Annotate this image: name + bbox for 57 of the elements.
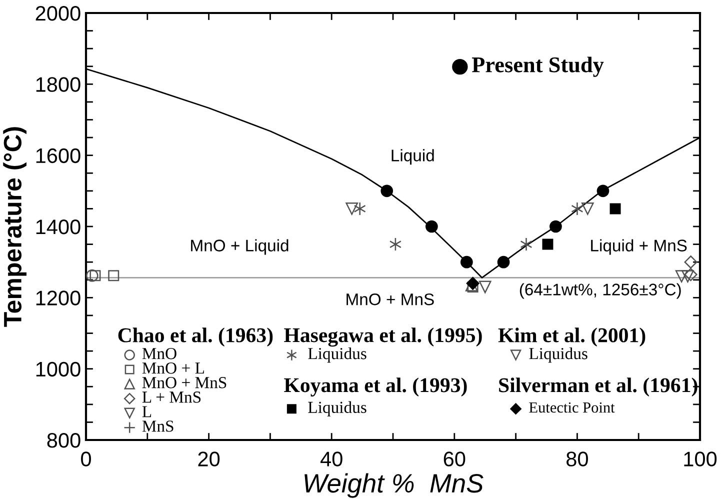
- annotation: Silverman et al. (1961): [499, 378, 698, 396]
- point: [520, 237, 532, 252]
- annotation: Hasegawa et al. (1995): [284, 328, 482, 347]
- point: [460, 256, 473, 268]
- point: [581, 202, 594, 215]
- point: [426, 220, 438, 233]
- legend-label: Liquidus: [308, 401, 366, 416]
- x-tick-label: 80: [566, 452, 588, 466]
- y-tick-label: 1400: [36, 220, 80, 234]
- point: [542, 238, 554, 250]
- y-axis-title: Temperature (°C): [3, 127, 26, 327]
- legend-label: Present Study: [472, 56, 604, 77]
- y-tick-label: 1200: [36, 290, 80, 306]
- annotation: (64±1wt%, 1256±3°C): [520, 283, 681, 299]
- point: [682, 270, 694, 282]
- point: [684, 268, 698, 282]
- x-tick-label: 20: [198, 452, 220, 466]
- point: [108, 270, 120, 282]
- x-tick-label: 100: [684, 452, 717, 466]
- x-tick-label: 0: [81, 452, 91, 466]
- legend-label: Liquidus: [529, 347, 588, 363]
- y-tick-label: 2000: [36, 6, 80, 21]
- legend-label: Eutectic Point: [529, 402, 615, 413]
- point: [684, 256, 698, 269]
- legend-label: Liquidus: [308, 347, 366, 363]
- point: [596, 184, 610, 198]
- legend-label: MnO + MnS: [142, 377, 226, 388]
- annotation: Kim et al. (2001): [498, 328, 646, 347]
- x-tick-label: 60: [444, 452, 466, 466]
- legend-label: L: [142, 406, 152, 418]
- annotation: Liquid: [392, 149, 434, 165]
- legend-label: MnO + L: [142, 362, 204, 374]
- x-tick-label: 40: [320, 452, 342, 466]
- point: [478, 280, 492, 294]
- point: [550, 220, 562, 233]
- legend-label: MnO: [142, 348, 176, 360]
- point: [610, 203, 621, 214]
- point: [497, 256, 510, 268]
- point: [675, 270, 688, 282]
- point: [571, 202, 584, 216]
- annotation: MnO + Liquid: [191, 239, 288, 255]
- annotation: Koyama et al. (1993): [284, 378, 467, 397]
- y-tick-label: 800: [47, 433, 80, 448]
- y-tick-label: 1000: [36, 362, 80, 377]
- legend-label: MnS: [142, 420, 174, 432]
- x-axis-title: Weight % MnS: [304, 473, 484, 498]
- point: [380, 184, 394, 198]
- point: [86, 269, 98, 282]
- y-tick-label: 1600: [36, 148, 80, 164]
- annotation: Chao et al. (1963): [118, 328, 273, 347]
- legend-label: L + MnS: [142, 392, 201, 403]
- point: [90, 270, 101, 282]
- point: [346, 202, 358, 215]
- annotation: Liquid + MnS: [591, 239, 687, 255]
- point: [354, 202, 366, 216]
- annotation: MnO + MnS: [346, 293, 434, 306]
- y-tick-label: 1800: [36, 77, 80, 92]
